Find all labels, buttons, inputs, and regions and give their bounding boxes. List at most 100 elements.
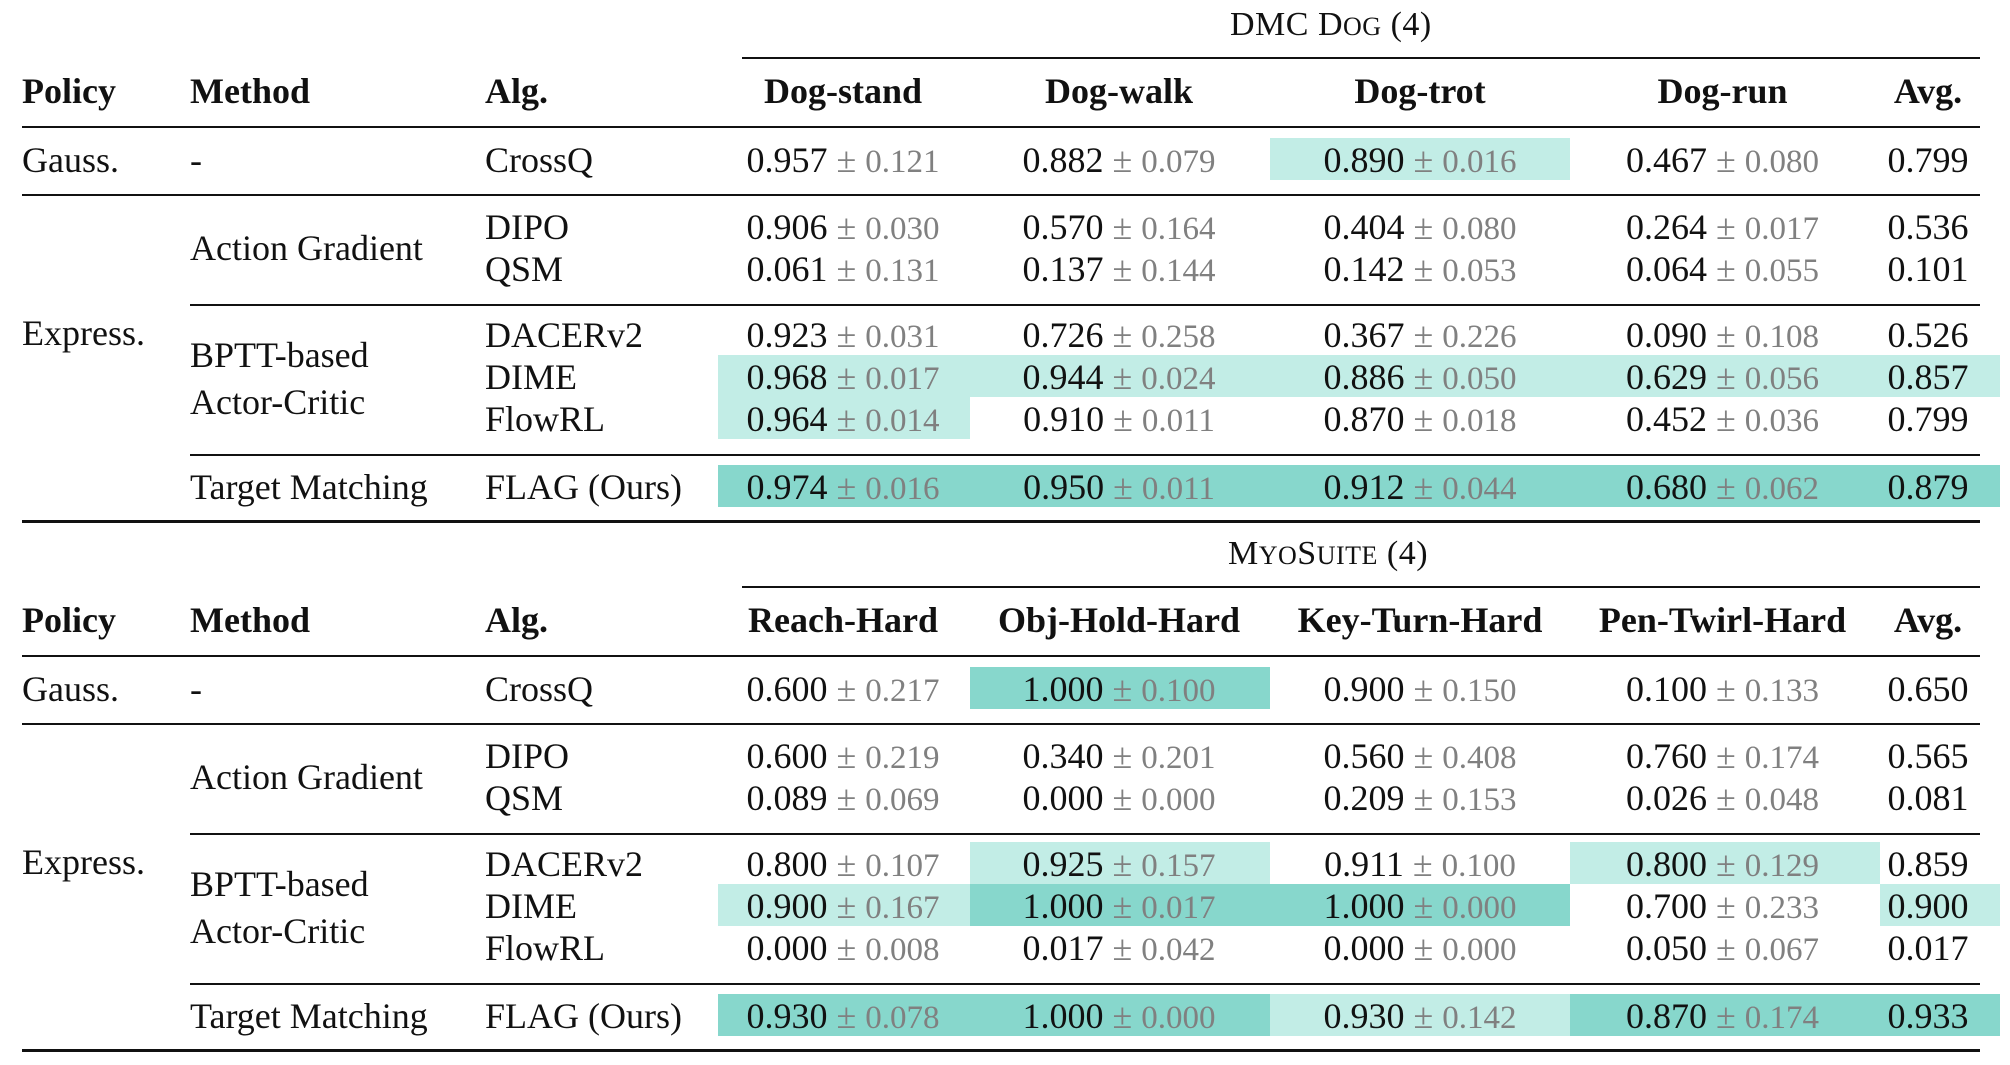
- bottom-rule: [22, 520, 1980, 523]
- cell-highlight: [970, 667, 1270, 709]
- plus-minus-sign: ±: [827, 928, 866, 968]
- plus-minus-sign: ±: [1404, 207, 1443, 247]
- score-std: 0.133: [1744, 673, 1819, 709]
- header-method: Method: [190, 71, 310, 111]
- score-cell: 0.910 ± 0.011: [968, 398, 1270, 442]
- method-bptt: Actor-Critic: [190, 911, 366, 951]
- method-none: -: [190, 669, 202, 709]
- score-std: 0.014: [865, 403, 940, 439]
- score-std: 0.408: [1442, 740, 1517, 776]
- plus-minus-sign: ±: [1103, 928, 1142, 968]
- score-cell: 0.340 ± 0.201: [968, 735, 1270, 779]
- score-mean: 0.957: [746, 140, 828, 180]
- score-mean: 0.090: [1625, 315, 1707, 355]
- score-std: 0.011: [1141, 471, 1215, 507]
- cell-highlight: [970, 355, 1270, 397]
- avg-cell: 0.526: [1887, 315, 1969, 355]
- alg-label: DIME: [485, 357, 577, 397]
- score-mean: 0.912: [1323, 467, 1405, 507]
- score-cell: 0.964 ± 0.014: [718, 398, 968, 442]
- bottom-rule: [22, 1049, 1980, 1052]
- alg-label: FlowRL: [485, 928, 606, 968]
- cell-highlight: [718, 397, 970, 439]
- score-cell: 0.000 ± 0.008: [718, 927, 968, 971]
- score-mean: 0.404: [1323, 207, 1405, 247]
- score-std: 0.044: [1442, 471, 1517, 507]
- score-std: 0.036: [1744, 403, 1819, 439]
- plus-minus-sign: ±: [1706, 357, 1745, 397]
- score-mean: 0.800: [1625, 844, 1707, 884]
- plus-minus-sign: ±: [1103, 315, 1142, 355]
- score-std: 0.062: [1744, 471, 1819, 507]
- plus-minus-sign: ±: [827, 140, 866, 180]
- score-cell: 0.089 ± 0.069: [718, 777, 968, 821]
- score-cell: 0.930 ± 0.142: [1270, 995, 1570, 1039]
- group-header: MYOSUITE (4): [1228, 535, 1429, 572]
- score-std: 0.016: [865, 471, 940, 507]
- score-mean: 0.680: [1625, 467, 1707, 507]
- plus-minus-sign: ±: [1103, 140, 1142, 180]
- avg-cell: 0.799: [1887, 140, 1969, 180]
- score-mean: 1.000: [1022, 996, 1104, 1036]
- plus-minus-sign: ±: [827, 315, 866, 355]
- plus-minus-sign: ±: [1706, 399, 1745, 439]
- cell-highlight: [1570, 994, 1880, 1036]
- plus-minus-sign: ±: [1404, 357, 1443, 397]
- score-cell: 1.000 ± 0.100: [968, 668, 1270, 712]
- score-mean: 0.600: [746, 736, 828, 776]
- score-std: 0.219: [865, 740, 940, 776]
- avg-cell: 0.101: [1887, 249, 1969, 289]
- avg-cell: 0.017: [1887, 928, 1969, 968]
- plus-minus-sign: ±: [1404, 315, 1443, 355]
- alg-label: FLAG (Ours): [485, 996, 682, 1036]
- plus-minus-sign: ±: [1706, 886, 1745, 926]
- score-cell: 0.800 ± 0.129: [1570, 843, 1875, 887]
- score-mean: 0.367: [1323, 315, 1405, 355]
- policy-express: Express.: [22, 313, 145, 353]
- score-std: 0.131: [865, 253, 940, 289]
- cell-highlight: [1880, 465, 2000, 507]
- plus-minus-sign: ±: [1103, 669, 1142, 709]
- score-mean: 0.100: [1625, 669, 1707, 709]
- score-std: 0.174: [1744, 740, 1819, 776]
- header-rule: [22, 655, 1980, 657]
- plus-minus-sign: ±: [1104, 399, 1142, 439]
- score-mean: 0.017: [1022, 928, 1104, 968]
- score-mean: 0.026: [1625, 778, 1707, 818]
- score-std: 0.030: [865, 211, 940, 247]
- avg-cell: 0.933: [1887, 996, 1969, 1036]
- cell-highlight: [970, 884, 1270, 926]
- group-rule: [742, 586, 1980, 588]
- score-std: 0.100: [1141, 673, 1216, 709]
- cell-highlight: [1880, 355, 2000, 397]
- score-std: 0.056: [1744, 361, 1819, 397]
- score-std: 0.016: [1442, 144, 1517, 180]
- avg-cell: 0.565: [1887, 736, 1969, 776]
- score-mean: 1.000: [1022, 886, 1104, 926]
- plus-minus-sign: ±: [1403, 844, 1442, 884]
- alg-label: CrossQ: [485, 669, 594, 709]
- header-task: Obj-Hold-Hard: [997, 600, 1240, 640]
- score-std: 0.000: [1141, 782, 1216, 818]
- score-std: 0.079: [1141, 144, 1216, 180]
- plus-minus-sign: ±: [827, 669, 866, 709]
- score-cell: 0.026 ± 0.048: [1570, 777, 1875, 821]
- group-rule: [742, 57, 1980, 59]
- score-cell: 0.000 ± 0.000: [1270, 927, 1570, 971]
- cell-highlight: [1880, 884, 2000, 926]
- score-cell: 0.800 ± 0.107: [718, 843, 968, 887]
- score-cell: 0.912 ± 0.044: [1270, 466, 1570, 510]
- score-mean: 0.000: [1323, 928, 1405, 968]
- score-mean: 0.264: [1625, 207, 1707, 247]
- score-std: 0.142: [1442, 1000, 1517, 1036]
- group-header: DMC DOG (4): [1230, 6, 1432, 43]
- score-std: 0.042: [1141, 932, 1216, 968]
- score-std: 0.000: [1141, 1000, 1216, 1036]
- header-rule: [22, 126, 1980, 128]
- score-cell: 0.100 ± 0.133: [1570, 668, 1875, 712]
- score-mean: 0.560: [1323, 736, 1405, 776]
- score-std: 0.108: [1744, 319, 1819, 355]
- cell-highlight: [718, 465, 970, 507]
- plus-minus-sign: ±: [1404, 778, 1443, 818]
- score-cell: 0.000 ± 0.000: [968, 777, 1270, 821]
